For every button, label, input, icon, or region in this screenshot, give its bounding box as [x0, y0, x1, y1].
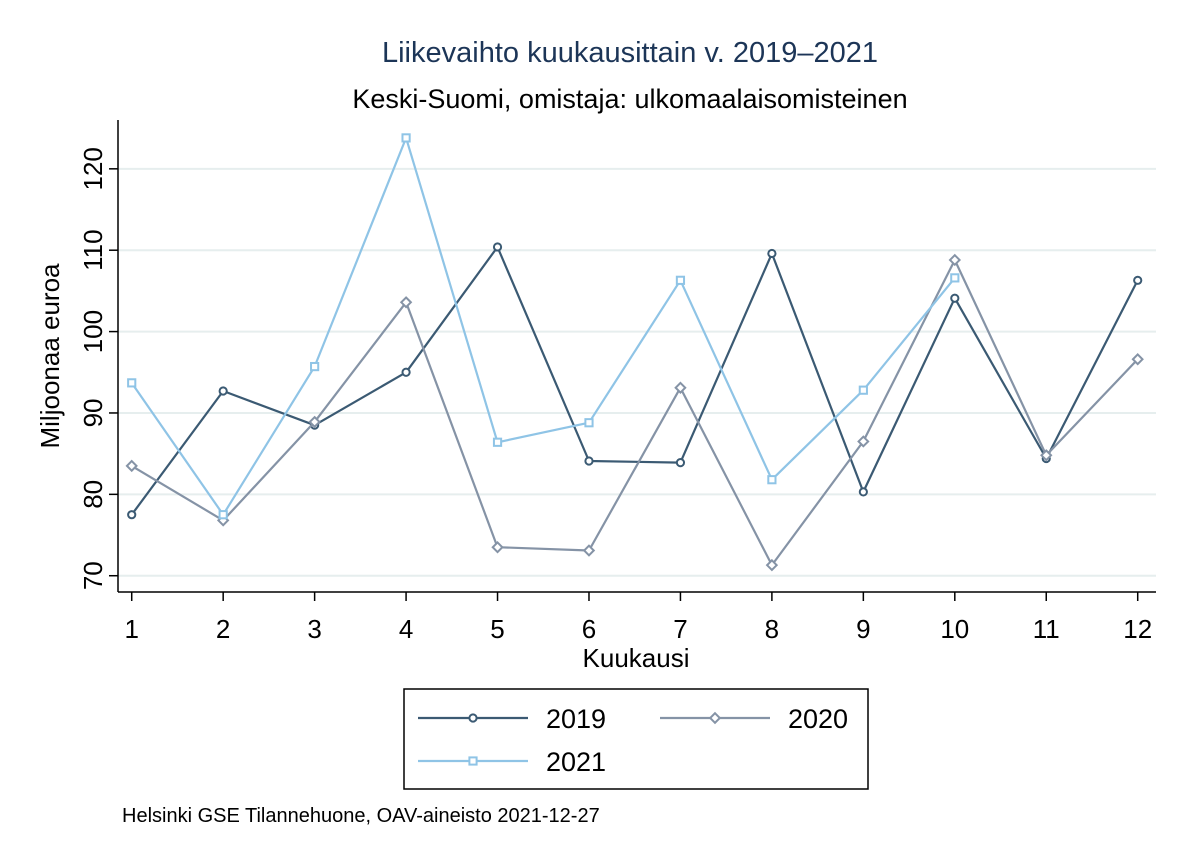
- point-2020-6: [582, 544, 596, 557]
- point-2020-7: [674, 381, 687, 394]
- x-tick-label-3: 3: [307, 614, 321, 644]
- point-2019-2: [218, 386, 228, 396]
- point-2021-6: [584, 418, 594, 428]
- y-tick-label-90: 90: [78, 399, 108, 428]
- series-2019: [127, 242, 1143, 520]
- y-tick-label-110: 110: [78, 229, 108, 270]
- x-axis-ticks: 1 2 3 4 5 6 7 8 9 10 11 12: [124, 592, 1152, 644]
- x-tick-label-8: 8: [765, 614, 779, 644]
- gridlines: [118, 167, 1156, 577]
- series-2021: [127, 133, 960, 520]
- y-tick-label-120: 120: [78, 147, 108, 190]
- point-2019-9: [858, 487, 868, 497]
- point-2020-10: [948, 253, 962, 267]
- legend-marker-2019: [468, 713, 478, 723]
- point-2020-9: [857, 435, 870, 448]
- x-tick-label-12: 12: [1123, 614, 1152, 644]
- x-tick-label-10: 10: [940, 614, 969, 644]
- x-tick-label-1: 1: [124, 614, 138, 644]
- point-2020-12: [1131, 353, 1144, 366]
- point-2021-2: [218, 510, 228, 520]
- series-line-2021: [130, 136, 956, 516]
- x-tick-label-9: 9: [856, 614, 870, 644]
- point-2021-10: [950, 273, 960, 283]
- point-2020-11: [1040, 449, 1053, 462]
- point-2019-10: [950, 293, 960, 303]
- point-2021-1: [127, 378, 137, 388]
- point-2019-8: [767, 248, 777, 259]
- point-2020-3: [308, 415, 321, 429]
- point-2021-5: [492, 437, 503, 447]
- point-2020-5: [491, 541, 504, 554]
- axes: [117, 120, 1156, 593]
- x-tick-label-6: 6: [582, 614, 596, 644]
- point-2021-3: [310, 361, 320, 372]
- x-tick-label-7: 7: [673, 614, 687, 644]
- point-2019-1: [127, 510, 137, 520]
- y-axis-ticks: 70 80 90 100 110 120: [78, 147, 118, 590]
- x-tick-label-5: 5: [490, 614, 504, 644]
- chart-subtitle: Keski-Suomi, omistaja: ulkomaalaisomiste…: [352, 84, 907, 114]
- legend-label-2019: 2019: [546, 704, 606, 734]
- series-lines: [125, 133, 1144, 572]
- chart-title: Liikevaihto kuukausittain v. 2019–2021: [382, 37, 878, 69]
- x-tick-label-11: 11: [1033, 614, 1060, 644]
- legend-marker-2020: [708, 711, 722, 725]
- legend: 2019 2020 2021: [403, 688, 869, 790]
- y-tick-label-80: 80: [78, 480, 108, 509]
- point-2019-4: [401, 367, 411, 377]
- point-2021-4: [401, 133, 411, 143]
- series-line-2019: [130, 245, 1139, 516]
- point-2021-8: [767, 475, 777, 485]
- series-2020: [125, 253, 1144, 572]
- y-axis-label: Miljoonaa euroa: [35, 263, 65, 449]
- series-line-2020: [131, 258, 1139, 567]
- source-note: Helsinki GSE Tilannehuone, OAV-aineisto …: [122, 805, 600, 827]
- x-tick-label-4: 4: [399, 614, 413, 644]
- point-2021-9: [858, 385, 868, 395]
- legend-item-2020: 2020: [660, 704, 848, 734]
- x-tick-label-2: 2: [216, 614, 230, 644]
- legend-item-2019: 2019: [418, 704, 606, 734]
- legend-label-2020: 2020: [788, 704, 848, 734]
- point-2019-7: [675, 458, 686, 468]
- point-2019-12: [1133, 275, 1143, 285]
- y-tick-label-100: 100: [78, 310, 108, 353]
- legend-item-2021: 2021: [418, 747, 606, 777]
- point-2019-6: [584, 456, 594, 466]
- y-tick-label-70: 70: [78, 561, 108, 590]
- legend-marker-2021: [468, 756, 478, 766]
- legend-box: [403, 688, 869, 790]
- point-2020-1: [125, 459, 138, 473]
- point-2019-5: [492, 242, 503, 252]
- point-2020-4: [399, 296, 413, 309]
- x-axis-label: Kuukausi: [583, 643, 690, 673]
- point-2021-7: [675, 275, 686, 285]
- point-2020-8: [765, 558, 779, 572]
- legend-label-2021: 2021: [546, 747, 606, 777]
